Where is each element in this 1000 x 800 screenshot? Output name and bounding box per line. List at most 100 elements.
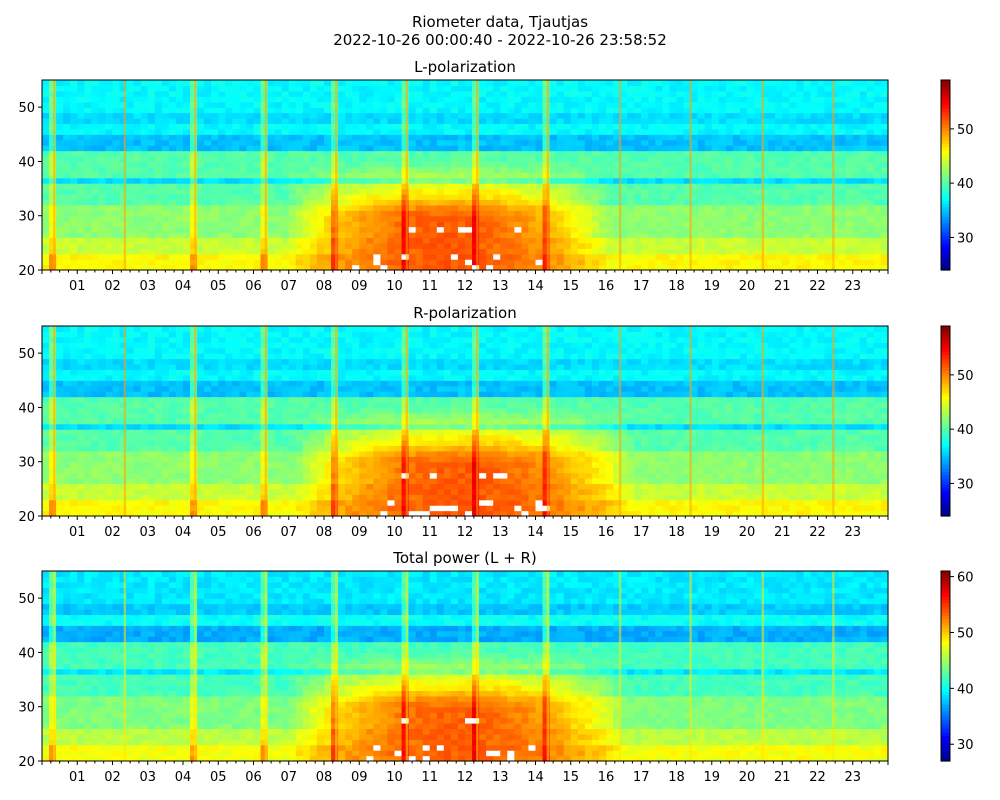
heatmap-cell [197, 177, 205, 184]
heatmap-cell [457, 194, 466, 201]
heatmap-cell [77, 342, 85, 349]
heatmap-cell [521, 215, 530, 222]
heatmap-cell [239, 259, 248, 266]
heatmap-cell [486, 221, 494, 228]
heatmap-cell [880, 172, 889, 179]
heatmap-cell [281, 172, 290, 179]
heatmap-cell [154, 210, 163, 217]
heatmap-cell [824, 123, 833, 130]
heatmap-cell [211, 210, 219, 217]
heatmap-cell [140, 134, 149, 141]
heatmap-cell [70, 226, 78, 233]
heatmap-cell [747, 134, 755, 141]
heatmap-cell [232, 112, 240, 119]
heatmap-cell [747, 215, 755, 222]
heatmap-cell [450, 232, 459, 239]
heatmap-cell [648, 85, 656, 92]
heatmap-cell [845, 221, 854, 228]
heatmap-cell [591, 150, 600, 157]
heatmap-cell [338, 85, 346, 92]
heatmap-cell [281, 248, 290, 255]
heatmap-cell [295, 226, 304, 233]
heatmap-cell [556, 226, 565, 233]
heatmap-cell [500, 80, 508, 87]
heatmap-cell [84, 90, 92, 97]
heatmap-cell [126, 150, 135, 157]
heatmap-cell [648, 194, 656, 201]
heatmap-cell [443, 90, 452, 97]
heatmap-cell [246, 118, 255, 125]
heatmap-cell [768, 183, 776, 190]
heatmap-cell [175, 118, 184, 125]
heatmap-cell [817, 242, 826, 249]
heatmap-cell [190, 210, 198, 217]
heatmap-cell [42, 204, 50, 211]
heatmap-cell [676, 96, 685, 103]
heatmap-cell [634, 210, 642, 217]
heatmap-cell [662, 172, 671, 179]
heatmap-cell [556, 242, 565, 249]
heatmap-cell [662, 194, 671, 201]
heatmap-cell [70, 402, 78, 409]
heatmap-cell [747, 123, 755, 130]
heatmap-cell [486, 204, 494, 211]
heatmap-cell [63, 478, 71, 485]
heatmap-cell [91, 150, 99, 157]
heatmap-cell [126, 423, 135, 430]
heatmap-cell [507, 188, 515, 195]
heatmap-cell [436, 128, 445, 135]
heatmap-cell [655, 177, 663, 184]
heatmap-cell [620, 156, 628, 163]
heatmap-cell [105, 172, 114, 179]
heatmap-cell [197, 101, 205, 108]
heatmap-cell [70, 374, 78, 381]
heatmap-cell [84, 194, 92, 201]
heatmap-cell [606, 112, 614, 119]
heatmap-cell [133, 156, 142, 163]
heatmap-cell [105, 472, 114, 479]
heatmap-cell [754, 194, 762, 201]
heatmap-cell [42, 156, 50, 163]
heatmap-cell [105, 242, 114, 249]
heatmap-cell [739, 134, 748, 141]
heatmap-cell [394, 134, 403, 141]
heatmap-cell [225, 199, 233, 206]
colorbar-segment [941, 222, 950, 227]
heatmap-cell [91, 499, 99, 506]
heatmap-cell [866, 253, 875, 260]
heatmap-cell [77, 259, 85, 266]
heatmap-cell [450, 264, 459, 271]
heatmap-cell [387, 232, 396, 239]
heatmap-cell [718, 161, 727, 168]
heatmap-cell [154, 510, 163, 517]
heatmap-cell [859, 123, 868, 130]
heatmap-cell [429, 253, 438, 260]
heatmap-cell [394, 226, 403, 233]
heatmap-cell [859, 248, 868, 255]
heatmap-cell [119, 80, 128, 87]
heatmap-cell [824, 210, 833, 217]
heatmap-cell [239, 210, 248, 217]
heatmap-cell [316, 172, 325, 179]
heatmap-cell [140, 494, 149, 501]
heatmap-cell [288, 204, 297, 211]
heatmap-cell [133, 248, 142, 255]
heatmap-cell [859, 85, 868, 92]
heatmap-cell [775, 112, 783, 119]
heatmap-cell [105, 505, 114, 512]
heatmap-cell [309, 199, 318, 206]
heatmap-cell [718, 145, 727, 152]
heatmap-cell [479, 194, 487, 201]
heatmap-cell [754, 128, 762, 135]
heatmap-cell [606, 123, 614, 130]
heatmap-cell [70, 461, 78, 468]
heatmap-cell [380, 101, 389, 108]
colorbar-segment [941, 244, 950, 249]
heatmap-cell [133, 364, 142, 371]
heatmap-cell [852, 112, 861, 119]
heatmap-cell [331, 232, 339, 239]
heatmap-cell [288, 145, 297, 152]
heatmap-cell [133, 494, 142, 501]
heatmap-cell [479, 118, 487, 125]
heatmap-cell [500, 128, 508, 135]
